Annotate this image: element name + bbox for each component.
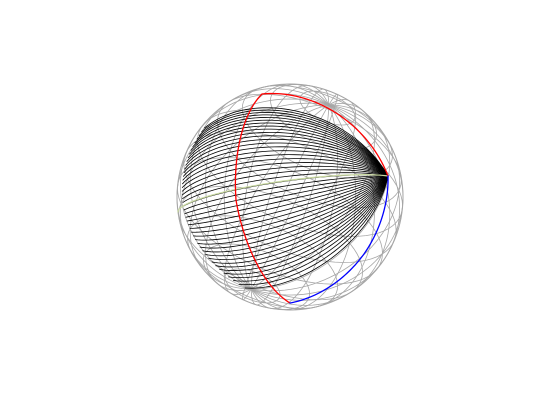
- parallel-line: [187, 215, 339, 309]
- geodesic-curve: [223, 175, 389, 275]
- geodesic-curve: [198, 111, 389, 177]
- geodesic-curve: [189, 125, 389, 177]
- geodesic-curve: [186, 131, 389, 177]
- geodesic-curve: [228, 175, 389, 279]
- geodesic-curve: [195, 175, 389, 241]
- geodesic-curve: [189, 175, 389, 229]
- geodesic-curve: [184, 175, 389, 214]
- parallel-line: [270, 84, 378, 151]
- geodesic-curve: [197, 175, 389, 245]
- geodesic-curve: [233, 175, 389, 282]
- geodesic-curve: [182, 169, 389, 200]
- geodesic-curve: [186, 175, 389, 222]
- geodesic-curve: [182, 172, 389, 203]
- geodesic-curve: [204, 107, 389, 177]
- geodesic-curve: [211, 175, 389, 264]
- geodesic-curve: [187, 128, 389, 177]
- parallel-line: [178, 185, 363, 301]
- blue-arc: [289, 175, 389, 304]
- geodesic-curve: [194, 117, 389, 177]
- geodesic-curve: [196, 114, 389, 177]
- geodesic-curve: [182, 154, 389, 185]
- highlighted-arcs: [234, 92, 389, 304]
- geodesic-curve: [219, 175, 389, 271]
- geodesic-curve: [185, 175, 389, 218]
- geodesic-curve: [208, 175, 389, 260]
- geodesic-curve: [183, 142, 389, 177]
- geodesic-bundle: [177, 107, 389, 289]
- parallel-line: [241, 85, 393, 179]
- parallel-line: [183, 131, 397, 263]
- red-arc: [234, 92, 389, 304]
- geodesic-curve: [182, 150, 389, 181]
- geodesic-curve: [181, 165, 389, 196]
- geodesic-curve: [202, 175, 389, 253]
- geodesic-curve: [190, 122, 389, 177]
- geodesic-curve: [188, 175, 389, 226]
- geodesic-curve: [199, 175, 389, 249]
- geodesic-curve: [193, 175, 389, 237]
- geodesic-curve: [244, 175, 389, 289]
- geodesic-curve: [185, 135, 389, 177]
- geodesic-curve: [183, 146, 389, 177]
- geodesic-curve: [183, 175, 389, 211]
- geodesic-curve: [181, 162, 389, 192]
- parallel-line: [224, 268, 281, 304]
- highlighted-geodesic: [177, 174, 389, 213]
- geodesic-curve: [191, 175, 389, 233]
- geodesic-curve: [205, 175, 389, 257]
- geodesic-curve: [184, 138, 389, 177]
- geodesic-curve: [181, 158, 389, 188]
- geodesic-curve: [201, 109, 389, 177]
- geodesic-curve: [215, 175, 389, 268]
- geodesic-curve: [192, 119, 389, 177]
